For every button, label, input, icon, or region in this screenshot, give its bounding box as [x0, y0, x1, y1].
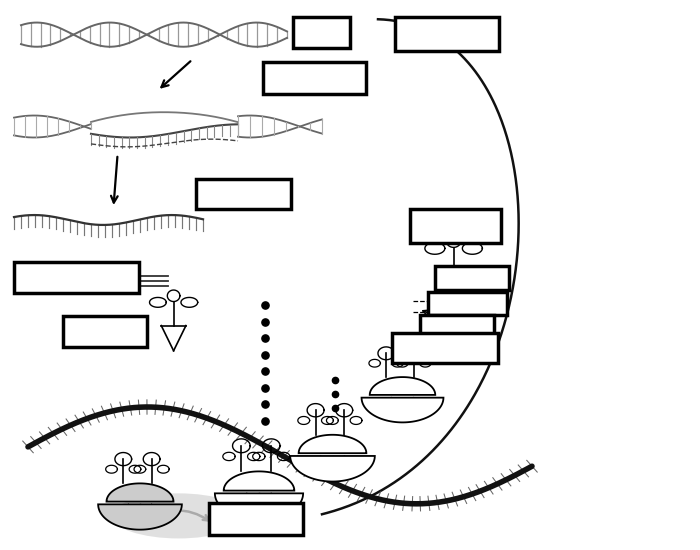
- FancyBboxPatch shape: [395, 16, 499, 51]
- FancyBboxPatch shape: [410, 209, 500, 243]
- FancyBboxPatch shape: [428, 292, 507, 315]
- FancyBboxPatch shape: [420, 315, 494, 338]
- FancyBboxPatch shape: [293, 16, 350, 48]
- FancyBboxPatch shape: [435, 266, 509, 290]
- FancyBboxPatch shape: [63, 316, 147, 346]
- FancyBboxPatch shape: [262, 62, 366, 94]
- Polygon shape: [290, 456, 375, 481]
- Polygon shape: [361, 398, 444, 422]
- Polygon shape: [215, 493, 303, 520]
- FancyBboxPatch shape: [14, 262, 139, 293]
- FancyBboxPatch shape: [196, 179, 290, 209]
- Polygon shape: [98, 504, 182, 530]
- Polygon shape: [370, 377, 435, 395]
- FancyBboxPatch shape: [392, 333, 498, 363]
- Polygon shape: [299, 435, 366, 453]
- FancyBboxPatch shape: [209, 503, 303, 535]
- Polygon shape: [224, 471, 294, 491]
- Ellipse shape: [112, 493, 245, 538]
- Polygon shape: [106, 483, 174, 502]
